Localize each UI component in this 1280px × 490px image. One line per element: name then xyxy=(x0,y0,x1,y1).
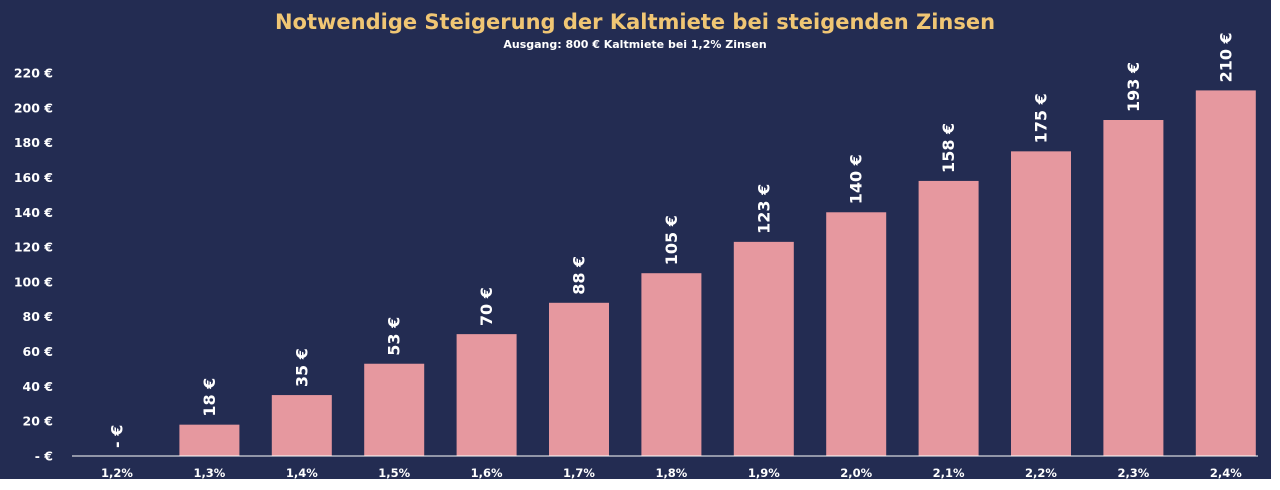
bar-chart: Notwendige Steigerung der Kaltmiete bei … xyxy=(14,10,1258,479)
y-tick-label: 80 € xyxy=(23,309,53,324)
bar xyxy=(456,334,517,456)
data-label: 140 € xyxy=(847,154,866,204)
data-label: 88 € xyxy=(570,256,589,295)
x-tick-label: 2,1% xyxy=(933,466,965,479)
y-tick-label: 100 € xyxy=(14,274,53,289)
x-tick-label: 1,3% xyxy=(193,466,225,479)
data-label: 105 € xyxy=(662,215,681,265)
x-tick-label: 2,3% xyxy=(1117,466,1149,479)
y-tick-label: 200 € xyxy=(14,100,53,115)
y-tick-label: 120 € xyxy=(14,240,53,255)
x-tick-label: 2,4% xyxy=(1210,466,1242,479)
bar xyxy=(641,273,702,456)
y-tick-label: 220 € xyxy=(14,66,53,81)
y-axis: - € 20 € 40 € 60 € 80 € 100 € 120 € 140 € 160 € 1… xyxy=(14,66,53,464)
x-tick-label: 1,4% xyxy=(286,466,318,479)
data-labels: - € 18 € 35 € 53 € 70 € 88 € 105 € 123 € 140 € 15… xyxy=(108,32,1236,448)
x-tick-label: 2,0% xyxy=(840,466,872,479)
data-label: 193 € xyxy=(1124,62,1143,112)
bar xyxy=(918,180,979,456)
data-label: 35 € xyxy=(292,348,311,387)
y-tick-label: 20 € xyxy=(23,414,53,429)
bar xyxy=(1195,90,1256,456)
y-tick-label: 60 € xyxy=(23,344,53,359)
y-tick-label: 180 € xyxy=(14,135,53,150)
y-tick-label: 160 € xyxy=(14,170,53,185)
y-tick-label: 40 € xyxy=(23,379,53,394)
data-label: 18 € xyxy=(200,378,219,417)
chart-title: Notwendige Steigerung der Kaltmiete bei … xyxy=(275,10,995,34)
data-label: 123 € xyxy=(754,184,773,234)
x-tick-label: 1,5% xyxy=(378,466,410,479)
x-tick-label: 1,6% xyxy=(471,466,503,479)
x-axis: 1,2% 1,3% 1,4% 1,5% 1,6% 1,7% 1,8% 1,9% 2,0% 2,1%… xyxy=(101,466,1242,479)
x-tick-label: 2,2% xyxy=(1025,466,1057,479)
bars xyxy=(179,90,1256,456)
data-label: 70 € xyxy=(477,287,496,326)
y-tick-label: - € xyxy=(35,449,53,464)
bar xyxy=(1103,120,1164,456)
x-tick-label: 1,7% xyxy=(563,466,595,479)
data-label: - € xyxy=(108,425,127,448)
data-label: 175 € xyxy=(1032,93,1051,143)
bar xyxy=(1011,151,1071,456)
bar xyxy=(364,363,425,456)
x-tick-label: 1,9% xyxy=(748,466,780,479)
bar xyxy=(826,212,887,456)
data-label: 158 € xyxy=(939,123,958,173)
bar xyxy=(733,241,794,456)
y-tick-label: 140 € xyxy=(14,205,53,220)
data-label: 53 € xyxy=(385,317,404,356)
bar xyxy=(549,302,609,456)
data-label: 210 € xyxy=(1216,32,1235,82)
chart-frame: Notwendige Steigerung der Kaltmiete bei … xyxy=(0,0,1271,479)
x-tick-label: 1,2% xyxy=(101,466,133,479)
x-tick-label: 1,8% xyxy=(655,466,687,479)
bar xyxy=(271,395,332,456)
chart-subtitle: Ausgang: 800 € Kaltmiete bei 1,2% Zinsen xyxy=(503,38,766,51)
bar xyxy=(179,424,240,456)
